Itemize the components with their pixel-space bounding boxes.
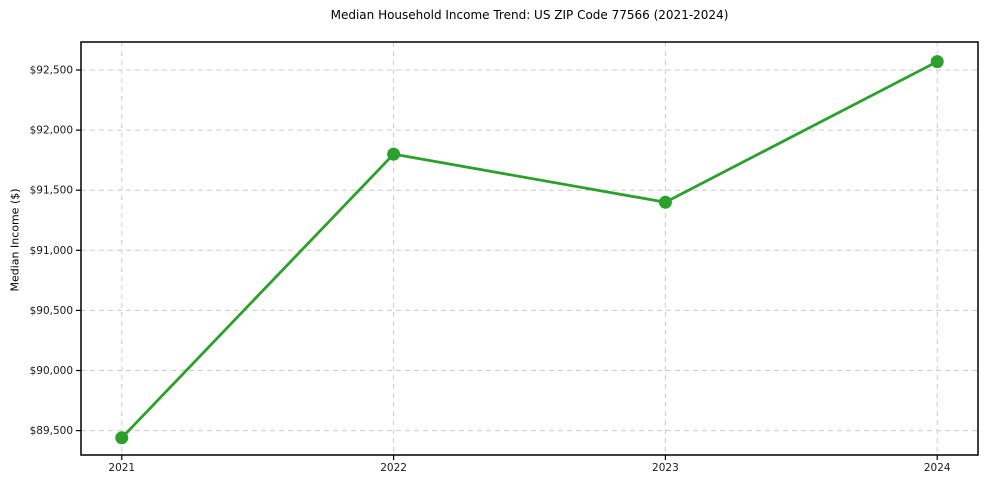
- x-tick-label: 2024: [924, 462, 951, 474]
- y-tick-label: $91,000: [30, 245, 73, 257]
- y-tick-label: $89,500: [30, 425, 73, 437]
- x-tick-label: 2023: [652, 462, 679, 474]
- y-tick-label: $92,000: [30, 125, 73, 137]
- x-tick-label: 2022: [380, 462, 407, 474]
- data-point: [387, 147, 401, 161]
- plot-border: [80, 41, 979, 456]
- data-point: [930, 55, 944, 69]
- data-point: [115, 431, 129, 445]
- y-tick-label: $92,500: [30, 65, 73, 77]
- y-tick-label: $90,500: [30, 305, 73, 317]
- chart-title: Median Household Income Trend: US ZIP Co…: [330, 8, 729, 22]
- trend-line: [120, 60, 939, 440]
- x-tick-label: 2021: [108, 462, 135, 474]
- y-tick-label: $90,000: [30, 365, 73, 377]
- y-tick-label: $91,500: [30, 185, 73, 197]
- data-point: [658, 195, 672, 209]
